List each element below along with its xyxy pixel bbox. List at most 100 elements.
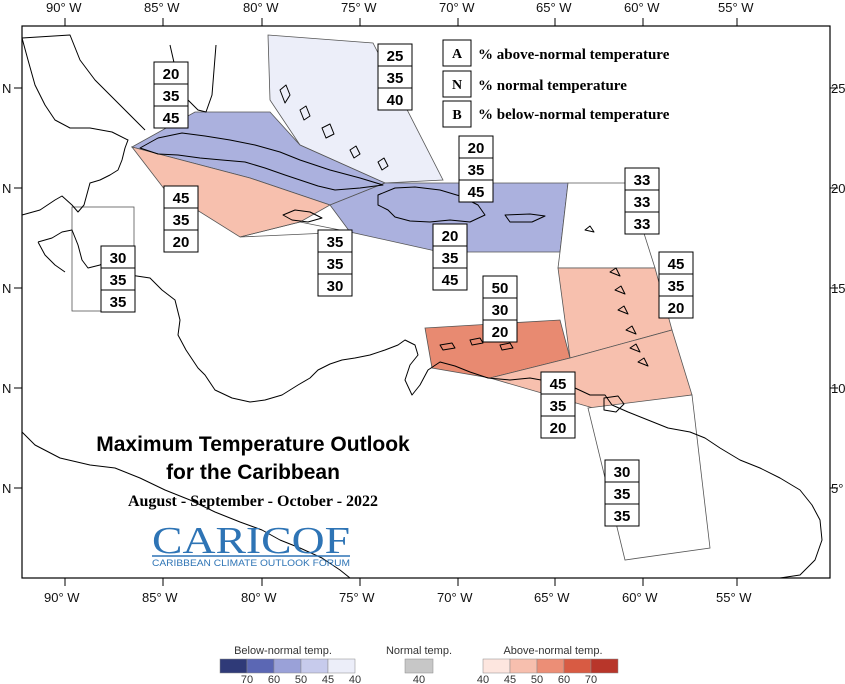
prob-normal: 35 — [468, 162, 485, 179]
prob-below: 20 — [668, 300, 685, 317]
prob-below: 35 — [614, 508, 631, 525]
zone-prob-box: 30 35 35 — [100, 245, 136, 313]
prob-normal: 35 — [668, 278, 685, 295]
lat-label: 15 — [831, 281, 845, 296]
legend-letter-b: B — [452, 108, 461, 123]
zone-prob-box: 20 35 45 — [432, 223, 468, 291]
lat-label: N — [2, 281, 11, 296]
colorbar-normal-label: Normal temp. — [386, 645, 452, 657]
prob-below: 20 — [492, 324, 509, 341]
prob-below: 40 — [387, 92, 404, 109]
lon-label: 85° W — [142, 590, 178, 605]
lat-label: N — [2, 481, 11, 496]
prob-normal: 35 — [163, 88, 180, 105]
prob-normal: 35 — [614, 486, 631, 503]
coast-cuba — [139, 132, 384, 191]
lat-label: N — [2, 81, 11, 96]
lat-label: N — [2, 181, 11, 196]
legend-text-normal: % normal temperature — [478, 78, 627, 94]
logo-subtitle: CARIBBEAN CLIMATE OUTLOOK FORUM — [152, 558, 350, 569]
swatch-below-45 — [300, 658, 329, 674]
zone-prob-box: 30 35 35 — [604, 459, 640, 527]
legend-text-below: % below-normal temperature — [478, 107, 670, 123]
prob-above: 45 — [173, 190, 190, 207]
prob-below: 45 — [163, 110, 180, 127]
colorbar-tick: 45 — [504, 674, 516, 684]
colorbar-tick: 40 — [413, 674, 425, 684]
prob-above: 20 — [442, 228, 459, 245]
swatch-below-50 — [273, 658, 302, 674]
lon-label: 70° W — [437, 590, 473, 605]
prob-normal: 35 — [327, 256, 344, 273]
prob-below: 30 — [327, 278, 344, 295]
swatch-above-50 — [536, 658, 565, 674]
prob-above: 30 — [110, 250, 127, 267]
colorbar-tick: 60 — [268, 674, 280, 684]
lat-label: 20 — [831, 181, 845, 196]
zone-prob-box: 45 35 20 — [658, 251, 694, 319]
colorbar-tick: 50 — [531, 674, 543, 684]
coast-lesser-antilles — [584, 225, 649, 367]
swatch-above-70 — [590, 658, 619, 674]
coast-bahamas — [279, 84, 389, 171]
swatch-below-70 — [219, 658, 248, 674]
longitude-labels-bottom: 90° W 85° W 80° W 75° W 70° W 65° W 60° … — [44, 590, 752, 605]
swatch-normal — [404, 658, 434, 674]
colorbar-tick: 60 — [558, 674, 570, 684]
zone-prob-box: 25 35 40 — [377, 43, 413, 111]
lon-label: 75° W — [339, 590, 375, 605]
zone-prob-box: 35 35 30 — [317, 229, 353, 297]
colorbar-above-label: Above-normal temp. — [503, 645, 602, 657]
swatch-below-60 — [246, 658, 275, 674]
zone-prob-box: 45 35 20 — [163, 185, 199, 253]
prob-normal: 35 — [173, 212, 190, 229]
lon-label: 60° W — [622, 590, 658, 605]
legend-letter-a: A — [452, 47, 463, 62]
prob-below: 20 — [550, 420, 567, 437]
prob-below: 33 — [634, 216, 651, 233]
lon-label: 75° W — [341, 0, 377, 15]
longitude-labels-top: 90° W 85° W 80° W 75° W 70° W 65° W 60° … — [46, 0, 754, 15]
coast-north-america — [21, 34, 146, 216]
zone-prob-box: 45 35 20 — [540, 371, 576, 439]
lon-label: 60° W — [624, 0, 660, 15]
lat-label: 5° — [831, 481, 843, 496]
zone-prob-box: 33 33 33 — [624, 167, 660, 235]
prob-below: 20 — [173, 234, 190, 251]
colorbar-tick: 70 — [241, 674, 253, 684]
prob-above: 45 — [550, 376, 567, 393]
coast-hispaniola — [377, 186, 486, 223]
prob-normal: 35 — [550, 398, 567, 415]
lon-label: 90° W — [46, 0, 82, 15]
swatch-below-40 — [327, 658, 356, 674]
coast-central-america — [37, 229, 823, 579]
lat-label: 25 — [831, 81, 845, 96]
colorbar-tick: 40 — [349, 674, 361, 684]
prob-normal: 35 — [442, 250, 459, 267]
legend-key: A % above-normal temperature N % normal … — [442, 39, 670, 128]
prob-above: 20 — [468, 140, 485, 157]
coast-south-america-interior — [21, 431, 351, 579]
prob-normal: 35 — [110, 272, 127, 289]
prob-normal: 30 — [492, 302, 509, 319]
prob-normal: 35 — [387, 70, 404, 87]
lon-label: 85° W — [144, 0, 180, 15]
colorbar-tick: 45 — [322, 674, 334, 684]
swatch-above-45 — [509, 658, 538, 674]
colorbar-tick: 70 — [585, 674, 597, 684]
map-title-line1: Maximum Temperature Outlook — [96, 433, 410, 456]
lon-label: 80° W — [241, 590, 277, 605]
title-block: Maximum Temperature Outlook for the Cari… — [96, 433, 410, 510]
lat-label: 10 — [831, 381, 845, 396]
lon-label: 70° W — [439, 0, 475, 15]
latitude-labels-left: N N N N N — [2, 81, 11, 496]
lon-label: 55° W — [718, 0, 754, 15]
caricof-logo: CARICOF CARIBBEAN CLIMATE OUTLOOK FORUM — [152, 520, 350, 569]
colorbar-legend: Below-normal temp. Normal temp. Above-no… — [219, 645, 619, 684]
swatch-above-40 — [482, 658, 511, 674]
prob-above: 50 — [492, 280, 509, 297]
prob-below: 35 — [110, 294, 127, 311]
zone-prob-box: 20 35 45 — [458, 135, 494, 203]
prob-above: 45 — [668, 256, 685, 273]
